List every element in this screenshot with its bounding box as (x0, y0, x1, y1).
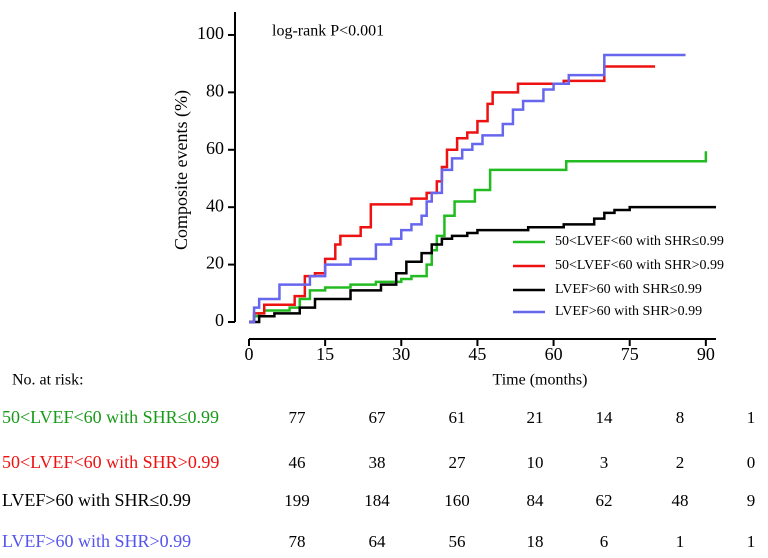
y-tick-label: 20 (206, 253, 224, 273)
km-curve (249, 205, 716, 324)
x-tick-label: 0 (245, 344, 254, 364)
risk-count: 1 (747, 408, 756, 427)
legend-label: LVEF>60 with SHR>0.99 (555, 304, 702, 319)
y-tick-label: 40 (206, 195, 224, 215)
risk-count: 18 (527, 532, 544, 551)
risk-count: 9 (747, 491, 756, 510)
risk-count: 160 (444, 491, 470, 510)
km-curve (249, 151, 708, 324)
risk-row-label: LVEF>60 with SHR≤0.99 (2, 490, 191, 510)
risk-count: 1 (747, 532, 756, 551)
risk-count: 1 (676, 532, 685, 551)
risk-count: 48 (672, 491, 689, 510)
km-curve (249, 53, 686, 324)
y-tick-label: 0 (215, 310, 224, 330)
risk-count: 199 (284, 491, 310, 510)
risk-count: 61 (449, 408, 466, 427)
risk-row-label: 50<LVEF<60 with SHR≤0.99 (2, 407, 219, 427)
risk-count: 2 (676, 453, 685, 472)
risk-count: 46 (289, 453, 306, 472)
x-tick-label: 45 (468, 344, 486, 364)
risk-count: 10 (527, 453, 544, 472)
risk-count: 27 (449, 453, 467, 472)
risk-count: 3 (600, 453, 609, 472)
x-tick-label: 15 (316, 344, 334, 364)
risk-count: 78 (289, 532, 306, 551)
x-tick-label: 30 (392, 344, 410, 364)
legend-label: 50<LVEF<60 with SHR≤0.99 (555, 234, 724, 249)
risk-count: 8 (676, 408, 685, 427)
risk-count: 67 (369, 408, 387, 427)
risk-count: 77 (289, 408, 307, 427)
risk-count: 14 (596, 408, 614, 427)
risk-count: 56 (449, 532, 466, 551)
x-tick-label: 60 (545, 344, 563, 364)
x-axis-label: Time (months) (493, 372, 588, 389)
risk-row-label: 50<LVEF<60 with SHR>0.99 (2, 452, 219, 472)
risk-count: 0 (747, 453, 756, 472)
y-tick-label: 60 (206, 138, 224, 158)
km-curve (249, 65, 656, 324)
risk-table-title: No. at risk: (12, 372, 84, 389)
risk-count: 62 (596, 491, 613, 510)
y-axis-label: Composite events (%) (171, 90, 192, 250)
legend-label: 50<LVEF<60 with SHR>0.99 (555, 258, 724, 273)
risk-count: 38 (369, 453, 386, 472)
x-tick-label: 90 (697, 344, 715, 364)
y-tick-label: 100 (197, 23, 224, 43)
risk-count: 21 (527, 408, 544, 427)
y-tick-label: 80 (206, 80, 224, 100)
annotation: log-rank P<0.001 (272, 23, 384, 40)
risk-count: 184 (364, 491, 390, 510)
risk-count: 64 (369, 532, 387, 551)
risk-count: 6 (600, 532, 609, 551)
x-tick-label: 75 (621, 344, 639, 364)
legend-label: LVEF>60 with SHR≤0.99 (555, 282, 702, 297)
risk-row-label: LVEF>60 with SHR>0.99 (2, 531, 191, 551)
risk-count: 84 (527, 491, 545, 510)
